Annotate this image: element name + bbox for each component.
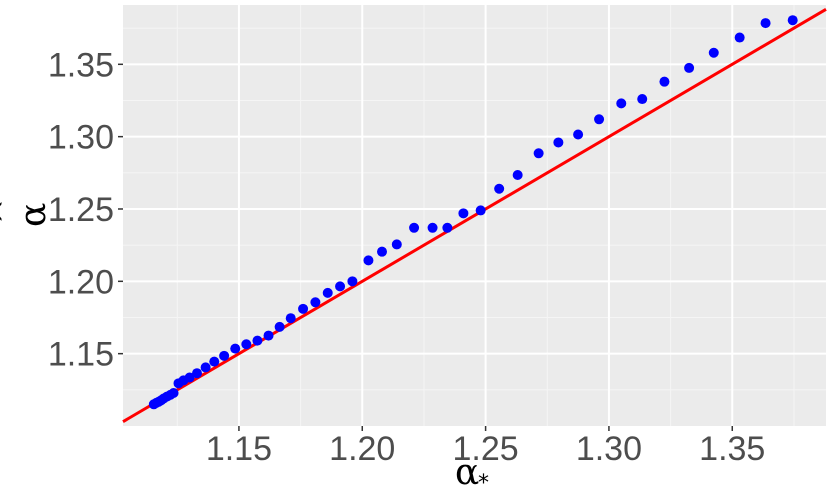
data-point bbox=[219, 350, 230, 361]
data-point bbox=[200, 362, 211, 373]
data-point bbox=[637, 94, 648, 105]
data-point bbox=[310, 297, 321, 308]
y-axis-title: α bbox=[13, 203, 54, 227]
x-tick-label: 1.35 bbox=[699, 430, 765, 468]
x-tick-label: 1.25 bbox=[453, 430, 519, 468]
y-axis-ticks: 1.15 1.20 1.25 1.30 1.35 bbox=[48, 46, 123, 374]
y-tick-label: 1.15 bbox=[48, 336, 114, 374]
data-point bbox=[616, 98, 627, 109]
data-point bbox=[209, 356, 220, 367]
minor-gridlines bbox=[123, 5, 826, 426]
y-tick-label: 1.20 bbox=[48, 263, 114, 301]
data-point bbox=[684, 62, 695, 73]
data-point bbox=[659, 76, 670, 87]
data-point bbox=[573, 129, 584, 140]
identity-reference-line bbox=[122, 8, 827, 423]
data-point bbox=[298, 303, 309, 314]
data-point bbox=[168, 388, 179, 399]
data-point bbox=[347, 276, 358, 287]
data-point bbox=[230, 343, 241, 354]
data-point bbox=[533, 148, 544, 159]
data-points bbox=[148, 15, 798, 410]
data-point bbox=[391, 239, 402, 250]
data-point bbox=[363, 255, 374, 266]
x-tick-label: 1.30 bbox=[576, 430, 642, 468]
data-point bbox=[734, 32, 745, 43]
data-point bbox=[512, 169, 523, 180]
x-axis-title: α bbox=[455, 452, 479, 493]
data-point bbox=[494, 183, 505, 194]
data-point bbox=[335, 281, 346, 292]
x-tick-label: 1.15 bbox=[206, 430, 272, 468]
x-tick-label: 1.20 bbox=[329, 430, 395, 468]
y-tick-label: 1.25 bbox=[48, 191, 114, 229]
data-point bbox=[760, 18, 771, 29]
data-point bbox=[192, 368, 202, 379]
data-point bbox=[442, 222, 453, 233]
data-point bbox=[594, 114, 605, 125]
data-point bbox=[377, 246, 387, 257]
data-point bbox=[475, 205, 486, 216]
data-point bbox=[263, 330, 274, 341]
data-point bbox=[322, 287, 333, 298]
data-point bbox=[708, 47, 719, 58]
data-point bbox=[787, 15, 798, 26]
data-point bbox=[427, 222, 438, 233]
data-point bbox=[458, 208, 469, 219]
x-axis-title-subscript: * bbox=[478, 471, 489, 496]
x-axis-ticks: 1.15 1.20 1.25 1.30 1.35 bbox=[206, 426, 765, 468]
y-tick-label: 1.30 bbox=[48, 119, 114, 157]
data-point bbox=[252, 335, 263, 346]
data-point bbox=[553, 137, 564, 148]
y-axis-title-hat: ^ bbox=[0, 199, 23, 224]
data-point bbox=[241, 339, 252, 350]
data-point bbox=[285, 313, 296, 324]
data-point bbox=[274, 321, 285, 332]
y-tick-label: 1.35 bbox=[48, 46, 114, 84]
data-point bbox=[184, 372, 195, 383]
data-point bbox=[409, 222, 420, 233]
